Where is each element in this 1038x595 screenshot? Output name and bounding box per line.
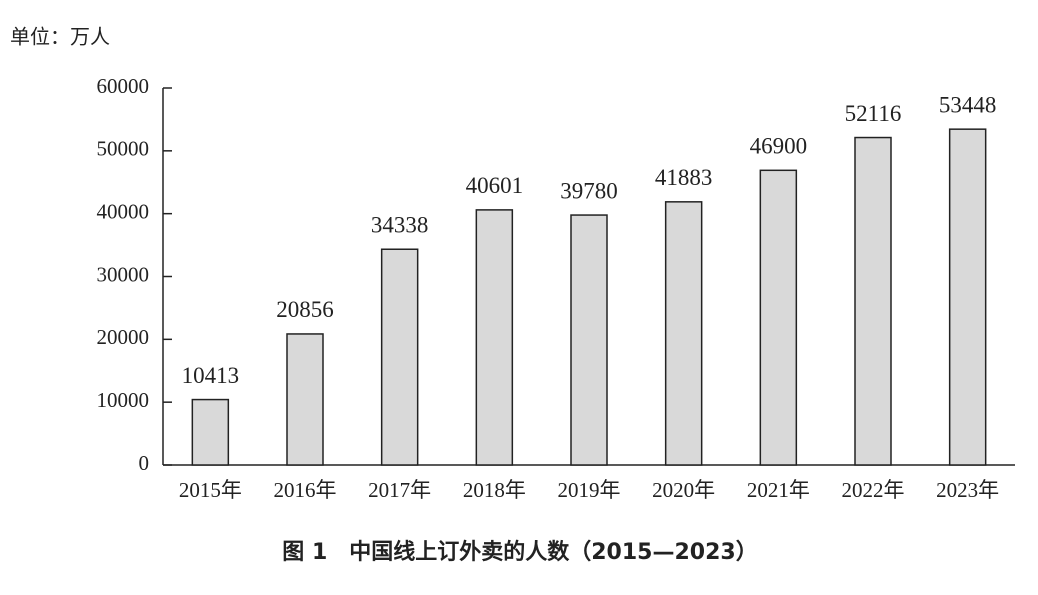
x-tick-label: 2021年 <box>747 478 810 502</box>
bar <box>191 398 230 466</box>
x-tick-label: 2015年 <box>179 478 242 502</box>
value-label: 53448 <box>939 92 997 117</box>
unit-label: 单位：万人 <box>10 25 110 49</box>
x-tick-label: 2016年 <box>274 478 337 502</box>
value-label: 34338 <box>371 213 429 238</box>
value-label: 40601 <box>466 173 524 198</box>
x-tick-label: 2017年 <box>368 478 431 502</box>
bar <box>380 248 419 466</box>
x-tick-label: 2018年 <box>463 478 526 502</box>
value-label: 52116 <box>845 101 902 126</box>
x-tick-label: 2020年 <box>652 478 715 502</box>
value-label: 41883 <box>655 165 713 190</box>
bar <box>948 128 987 466</box>
value-label: 10413 <box>182 363 240 388</box>
x-tick-label: 2019年 <box>558 478 621 502</box>
bar <box>286 333 324 466</box>
value-label: 20856 <box>276 297 334 322</box>
value-label: 39780 <box>560 178 618 203</box>
y-tick-label: 60000 <box>97 74 150 98</box>
y-tick-label: 10000 <box>97 388 150 412</box>
bar <box>570 214 608 466</box>
y-tick-label: 20000 <box>97 325 150 349</box>
bar <box>664 201 703 466</box>
chart-title: 图 1 中国线上订外卖的人数（2015—2023） <box>282 539 757 565</box>
bar <box>854 136 892 466</box>
x-tick-label: 2022年 <box>842 478 905 502</box>
value-label: 46900 <box>750 134 808 159</box>
y-tick-label: 0 <box>139 451 150 475</box>
y-tick-label: 50000 <box>97 137 150 161</box>
bar <box>759 169 798 466</box>
bar <box>475 209 514 466</box>
x-tick-label: 2023年 <box>936 478 999 502</box>
y-tick-label: 40000 <box>97 199 150 223</box>
y-tick-label: 30000 <box>97 262 150 286</box>
